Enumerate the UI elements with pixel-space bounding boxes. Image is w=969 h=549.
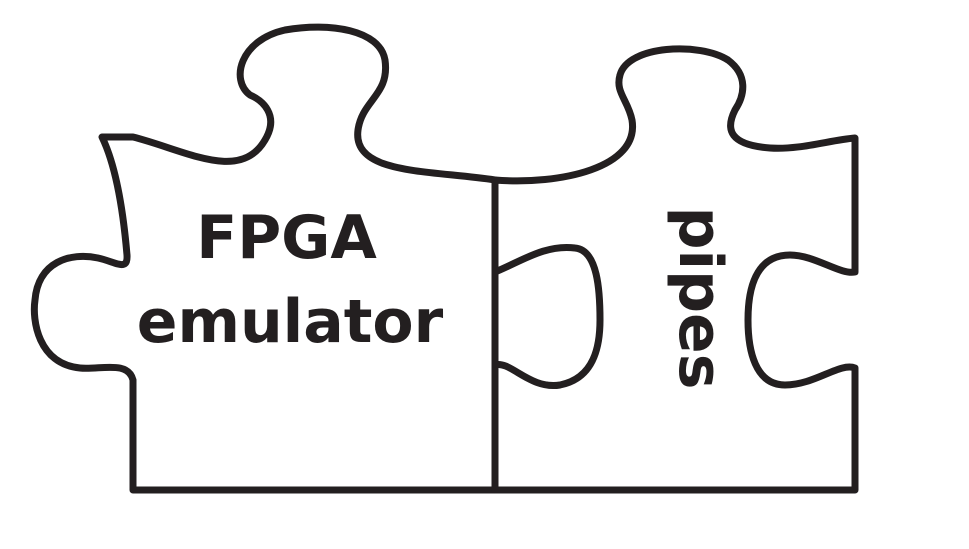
fpga-label-line-2: emulator [137, 287, 444, 357]
puzzle-piece-pipes [491, 45, 859, 494]
fpga-emulator-label: FPGA emulator [137, 203, 444, 357]
fpga-label-line-1: FPGA [196, 203, 377, 273]
pipes-label: pipes [665, 207, 735, 390]
puzzle-piece-fpga-emulator [30, 23, 499, 494]
